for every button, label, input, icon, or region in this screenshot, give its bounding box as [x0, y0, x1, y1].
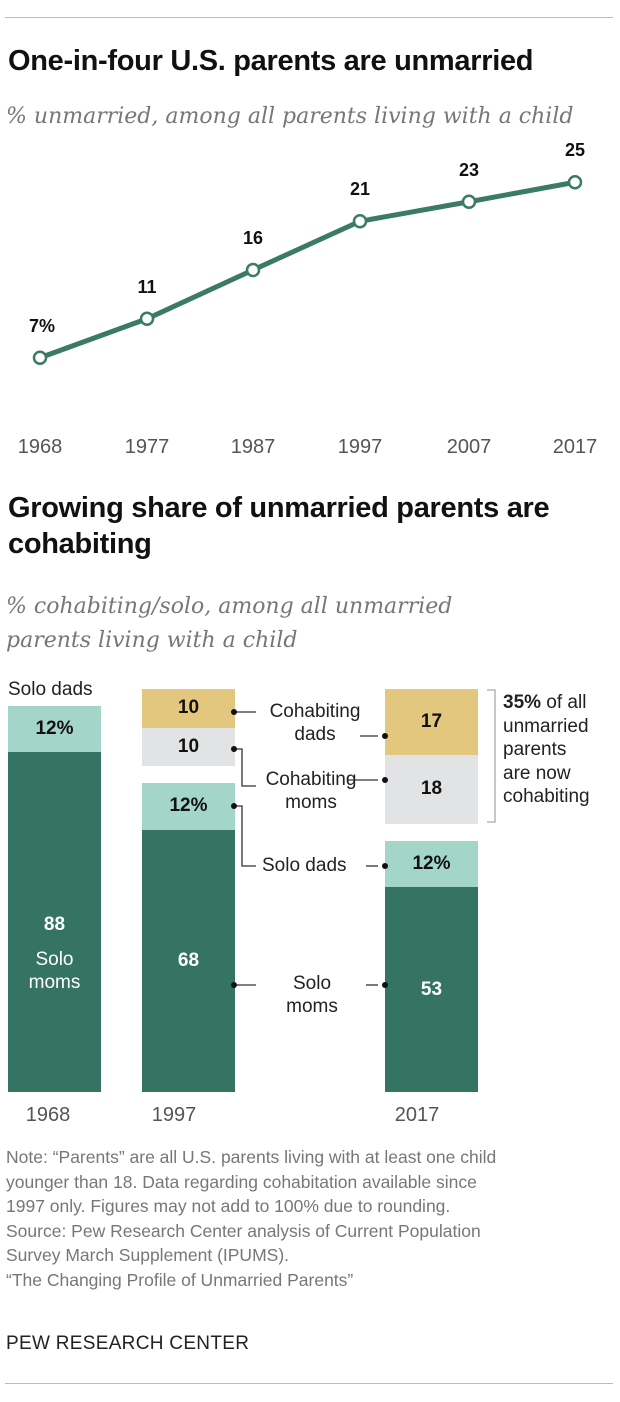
bar-chart-title: Growing share of unmarried parents are c…: [8, 492, 550, 560]
bar-value-label: 17: [420, 710, 443, 732]
data-point: [567, 175, 583, 190]
data-label: 16: [242, 228, 264, 248]
bar-value-label: 18: [420, 778, 443, 800]
bar-chart-subtitle-line-1: % cohabiting/solo, among all unmarried: [6, 594, 453, 619]
label-solo-dads-1968: Solo dads: [8, 679, 93, 700]
bar-value-label: 12%: [412, 853, 451, 875]
label-cohabiting-moms: Cohabiting moms: [265, 769, 357, 813]
label-solo-dads: Solo dads: [262, 855, 347, 876]
bottom-rule: [5, 1383, 613, 1384]
x-tick-label: 2007: [446, 436, 492, 458]
line-chart: [32, 175, 583, 365]
bar-segment-cohabiting-moms: 18: [385, 754, 478, 825]
x-tick-label: 1968: [25, 1104, 71, 1126]
x-tick-label: 2017: [552, 436, 598, 458]
bar-chart-subtitle-line-2: parents living with a child: [6, 628, 298, 653]
label-solo-moms: Solo moms: [286, 973, 338, 1017]
x-tick-label: 1968: [17, 436, 63, 458]
data-point: [245, 262, 261, 278]
data-point: [461, 194, 477, 209]
label-cohabiting-dads: Cohabiting dads: [269, 701, 361, 745]
data-point: [352, 214, 368, 229]
bar-value-label: 88: [43, 914, 66, 936]
data-label: 21: [349, 179, 371, 200]
line-chart-subtitle: % unmarried, among all parents living wi…: [6, 104, 574, 129]
x-tick-label: 1997: [151, 1104, 197, 1126]
data-point: [32, 350, 48, 365]
line-chart-title: One-in-four U.S. parents are unmarried: [8, 45, 534, 77]
data-label: 25: [564, 140, 586, 161]
bar-value-label: 10: [177, 735, 200, 757]
bar-segment-cohabiting-moms: 10: [142, 727, 235, 767]
data-label: 7%: [28, 315, 56, 336]
notes: Note: “Parents” are all U.S. parents liv…: [6, 1147, 497, 1290]
bar-segment-solo-moms: 53: [385, 887, 478, 1092]
data-point: [139, 311, 155, 326]
bar-segment-cohabiting-dads: 10: [142, 689, 235, 728]
bar-segment-solo-dads: 12%: [8, 706, 101, 753]
annotation-connectors: [231, 689, 496, 988]
label-solo-moms-1968: Solo moms: [28, 949, 81, 994]
bar-segment-cohabiting-dads: 17: [385, 689, 478, 755]
bar-segment-solo-moms: 68: [142, 829, 235, 1092]
bar-value-label: 53: [420, 978, 443, 1000]
bar-value-label: 68: [177, 949, 200, 971]
x-tick-label: 2017: [394, 1104, 440, 1126]
x-tick-label: 1977: [124, 436, 170, 458]
data-label: 11: [137, 276, 157, 297]
cohabiting-share-annotation: 35% of all unmarried parents are now cohabit…: [503, 692, 590, 807]
bar-segment-solo-moms: 88 Solo moms: [8, 752, 101, 1092]
line-series: [39, 179, 576, 361]
bar-segment-solo-dads: 12%: [142, 783, 235, 830]
brand-label: PEW RESEARCH CENTER: [6, 1333, 250, 1354]
bar-value-label: 12%: [169, 795, 208, 817]
top-rule: [5, 17, 613, 18]
x-tick-label: 1997: [337, 436, 383, 458]
data-label: 23: [458, 159, 480, 180]
x-tick-label: 1987: [230, 436, 276, 458]
bar-value-label: 12%: [35, 718, 74, 740]
bar-value-label: 10: [177, 697, 200, 719]
bar-segment-solo-dads: 12%: [385, 841, 478, 888]
